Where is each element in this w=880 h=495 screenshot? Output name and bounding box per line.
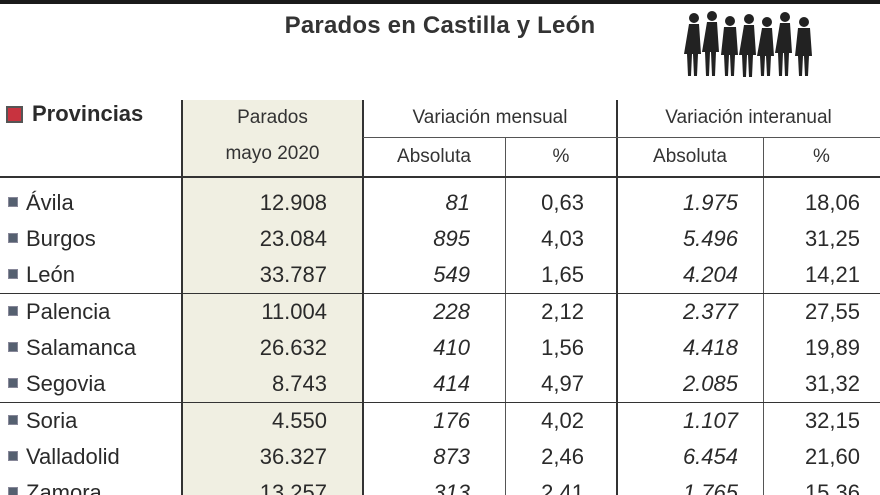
provincias-header: Provincias (6, 101, 143, 127)
abs-mensual-value: 414 (433, 371, 470, 396)
table-row: León 33.787 549 1,65 4.204 14,21 (0, 258, 880, 294)
abs-interanual-value: 1.975 (682, 190, 738, 215)
abs-interanual-value: 6.454 (682, 444, 738, 469)
grid-vline (616, 100, 618, 495)
abs-interanual-value: 4.418 (682, 335, 738, 360)
parados-column-background (182, 100, 363, 495)
table-row: Zamora 13.257 313 2,41 1.765 15,36 (0, 476, 880, 495)
pct-interanual-value: 14,21 (804, 262, 860, 287)
square-bullet-icon (8, 451, 18, 461)
abs-mensual-value: 410 (433, 335, 470, 360)
provincia-name: Segovia (26, 371, 106, 396)
provincia-name: Zamora (26, 480, 102, 495)
pct-mensual-value: 4,03 (541, 226, 584, 251)
table-row: Palencia 11.004 228 2,12 2.377 27,55 (0, 295, 880, 331)
pct-interanual-value: 19,89 (804, 335, 860, 360)
people-silhouettes-icon (684, 11, 812, 77)
provincia-name: Palencia (26, 299, 111, 324)
provincia-name: Soria (26, 408, 78, 433)
grid-vline-thin (505, 138, 506, 495)
abs-mensual-value: 549 (433, 262, 470, 287)
pct-mensual-value: 0,63 (541, 190, 584, 215)
parados-value: 26.632 (259, 335, 327, 360)
abs-interanual-value: 1.765 (682, 480, 738, 495)
variacion-mensual-header: Variación mensual (412, 107, 568, 128)
provincias-header-label: Provincias (32, 101, 144, 126)
pct-mensual-value: 2,41 (541, 480, 584, 495)
pct-interanual-value: 18,06 (804, 190, 860, 215)
table-row: Salamanca 26.632 410 1,56 4.418 19,89 (0, 331, 880, 367)
abs-mensual-value: 228 (433, 299, 470, 324)
provincia-name: Salamanca (26, 335, 137, 360)
pct-mensual-value: 4,97 (541, 371, 584, 396)
parados-value: 11.004 (261, 299, 327, 324)
square-bullet-icon (8, 306, 18, 316)
square-bullet-icon (8, 342, 18, 352)
parados-value: 12.908 (259, 190, 327, 215)
abs-interanual-value: 1.107 (682, 408, 738, 433)
square-bullet-icon (8, 269, 18, 279)
abs-mensual-value: 81 (445, 190, 470, 215)
parados-header-line1: Parados (237, 107, 308, 128)
pct-mensual-value: 1,56 (541, 335, 584, 360)
pct-interanual-value: 32,15 (804, 408, 860, 433)
abs-mensual-value: 895 (433, 226, 470, 251)
table-row: Soria 4.550 176 4,02 1.107 32,15 (0, 404, 880, 440)
pct-mensual-value: 2,12 (541, 299, 584, 324)
pct-interanual-value: 21,60 (804, 444, 860, 469)
grid-hline-group (0, 402, 880, 403)
grid-hline-group (0, 293, 880, 294)
pct-interanual-value: 31,25 (804, 226, 860, 251)
pct-interanual-value: 15,36 (804, 480, 860, 495)
provincia-name: Burgos (26, 226, 96, 251)
table-row: Burgos 23.084 895 4,03 5.496 31,25 (0, 222, 880, 258)
table-row: Segovia 8.743 414 4,97 2.085 31,32 (0, 367, 880, 403)
pct-mensual-value: 4,02 (541, 408, 584, 433)
square-bullet-icon (8, 233, 18, 243)
parados-value: 4.550 (271, 408, 327, 433)
provincia-name: León (26, 262, 75, 287)
abs-mensual-value: 176 (433, 408, 470, 433)
grid-vline (181, 100, 183, 495)
grid-hline-header (0, 176, 880, 178)
grid-vline (362, 100, 364, 495)
absoluta-interanual-header: Absoluta (653, 146, 727, 167)
abs-mensual-value: 313 (433, 480, 470, 495)
parados-value: 36.327 (259, 444, 327, 469)
square-bullet-icon (8, 415, 18, 425)
absoluta-mensual-header: Absoluta (397, 146, 471, 167)
variacion-interanual-header: Variación interanual (665, 107, 832, 128)
abs-interanual-value: 2.085 (682, 371, 738, 396)
grid-hline-sub (363, 137, 880, 138)
abs-interanual-value: 5.496 (682, 226, 738, 251)
square-bullet-icon (8, 378, 18, 388)
page-title: Parados en Castilla y León (284, 12, 596, 39)
abs-interanual-value: 2.377 (682, 299, 738, 324)
provincia-name: Valladolid (26, 444, 120, 469)
red-square-icon (6, 105, 23, 123)
square-bullet-icon (8, 487, 18, 495)
pct-interanual-value: 31,32 (804, 371, 860, 396)
parados-value: 13.257 (259, 480, 327, 495)
provincia-name: Ávila (26, 190, 74, 215)
parados-header-line2: mayo 2020 (225, 143, 320, 164)
abs-mensual-value: 873 (433, 444, 470, 469)
pct-interanual-header: % (813, 146, 830, 167)
table-row: Valladolid 36.327 873 2,46 6.454 21,60 (0, 440, 880, 476)
pct-mensual-value: 1,65 (541, 262, 584, 287)
pct-mensual-value: 2,46 (541, 444, 584, 469)
parados-value: 23.084 (259, 226, 327, 251)
square-bullet-icon (8, 197, 18, 207)
pct-interanual-value: 27,55 (804, 299, 860, 324)
table-row: Ávila 12.908 81 0,63 1.975 18,06 (0, 186, 880, 222)
parados-value: 8.743 (271, 371, 327, 396)
parados-value: 33.787 (259, 262, 327, 287)
pct-mensual-header: % (552, 146, 570, 167)
top-rule (0, 0, 880, 4)
grid-vline-thin (763, 138, 764, 495)
abs-interanual-value: 4.204 (682, 262, 738, 287)
